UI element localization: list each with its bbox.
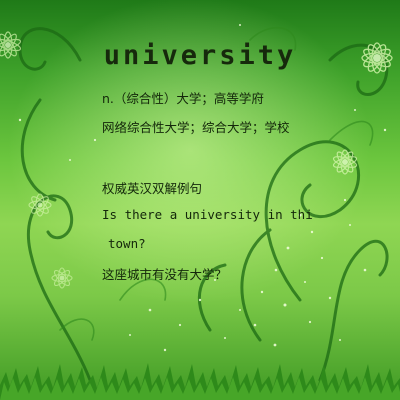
example-sentence-line-2: town? — [108, 236, 146, 251]
flower-icon — [361, 42, 393, 74]
flower-icon — [332, 149, 358, 175]
definition-line-1: n.（综合性）大学；高等学府 — [102, 91, 264, 106]
grass-border — [0, 363, 400, 400]
sparkle-dots — [18, 24, 387, 352]
flower-icon — [0, 31, 22, 59]
definition-line-2: 网络综合性大学；综合大学；学校 — [102, 120, 290, 135]
thin-swirls — [59, 26, 374, 341]
swirl-ornaments — [18, 27, 389, 382]
headword: university — [103, 40, 297, 71]
flower-icon — [28, 193, 52, 217]
example-translation: 这座城市有没有大学？ — [102, 267, 228, 282]
flower-icon — [51, 267, 73, 289]
example-section-heading: 权威英汉双解例句 — [102, 181, 203, 196]
example-sentence-line-1: Is there a university in thi — [102, 207, 313, 222]
